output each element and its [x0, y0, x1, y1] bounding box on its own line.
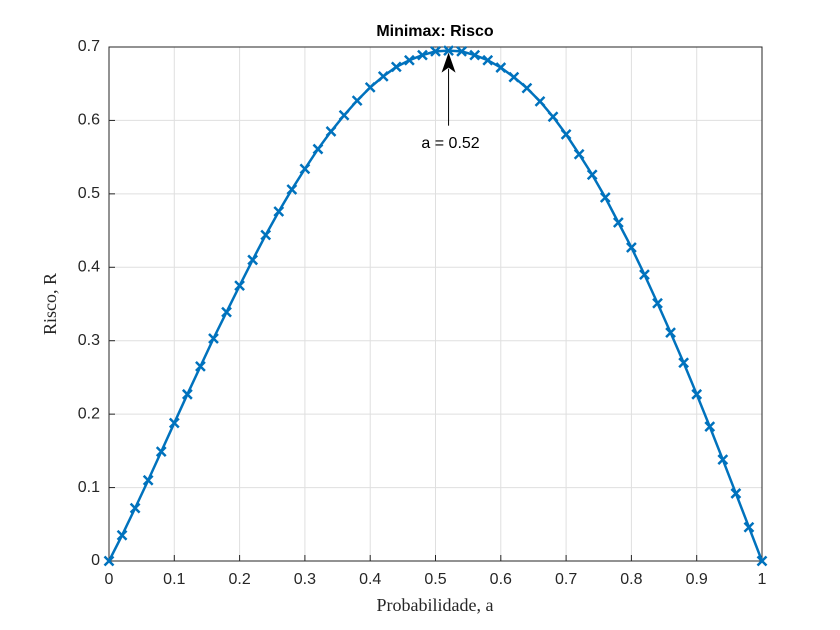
marker [260, 229, 272, 241]
x-tick-label: 0.7 [555, 571, 577, 588]
marker [639, 269, 650, 281]
x-tick-label: 0.9 [686, 571, 708, 588]
marker [325, 126, 337, 137]
marker [129, 502, 141, 514]
marker [482, 54, 494, 66]
annotation: a = 0.52 [421, 135, 479, 152]
marker [234, 280, 245, 292]
marker [273, 206, 285, 217]
marker [521, 82, 533, 94]
marker [155, 446, 167, 457]
marker [142, 474, 154, 486]
marker [508, 71, 520, 83]
marker [221, 306, 232, 318]
x-tick-label: 0.6 [490, 571, 512, 588]
marker [181, 388, 193, 400]
y-tick-label: 0.2 [78, 405, 100, 422]
x-tick-label: 0 [105, 571, 114, 588]
marker [469, 49, 481, 61]
marker [195, 361, 206, 372]
marker [691, 388, 703, 400]
x-tick-label: 1 [758, 571, 767, 588]
chart-title: Minimax: Risco [376, 23, 494, 40]
axes-box [108, 46, 763, 562]
y-tick-label: 0.6 [78, 112, 100, 129]
x-tick-label: 0.1 [163, 571, 185, 588]
marker [534, 95, 546, 107]
marker [665, 327, 676, 339]
y-tick-label: 0 [91, 552, 100, 569]
marker [652, 297, 663, 309]
marker [390, 61, 402, 73]
y-tick-label: 0.1 [78, 479, 100, 496]
marker [403, 54, 415, 66]
marker [730, 488, 742, 499]
marker [338, 109, 350, 121]
marker [208, 333, 219, 344]
marker [717, 454, 729, 466]
marker [573, 148, 585, 160]
y-tick-label: 0.4 [78, 259, 100, 276]
marker [103, 555, 115, 567]
marker [247, 254, 259, 266]
x-tick-label: 0.3 [294, 571, 316, 588]
y-axis-label: Risco, R [40, 273, 60, 335]
marker [495, 62, 507, 73]
x-tick-label: 0.4 [359, 571, 381, 588]
marker [286, 184, 298, 195]
marker [743, 521, 755, 533]
marker [678, 357, 690, 369]
marker [364, 82, 376, 93]
marker [351, 95, 363, 106]
x-tick-label: 0.5 [424, 571, 446, 588]
marker [599, 192, 611, 203]
y-tick-label: 0.7 [78, 38, 100, 55]
marker [417, 49, 428, 61]
marker [443, 45, 454, 57]
marker [168, 417, 180, 429]
marker [456, 46, 468, 57]
marker [312, 143, 324, 155]
marker [704, 421, 716, 433]
marker [547, 111, 559, 123]
marker [612, 217, 624, 228]
marker [560, 128, 572, 140]
x-tick-label: 0.2 [228, 571, 250, 588]
marker [430, 46, 441, 57]
x-tick-label: 0.8 [620, 571, 642, 588]
marker [756, 555, 768, 567]
x-axis-label: Probabilidade, a [377, 595, 494, 615]
marker [377, 70, 389, 82]
marker [626, 242, 637, 253]
annotation-arrowhead [441, 52, 456, 73]
marker [299, 163, 311, 175]
marker [116, 529, 128, 541]
y-tick-label: 0.5 [78, 185, 100, 202]
y-tick-label: 0.3 [78, 332, 100, 349]
marker [586, 169, 598, 181]
